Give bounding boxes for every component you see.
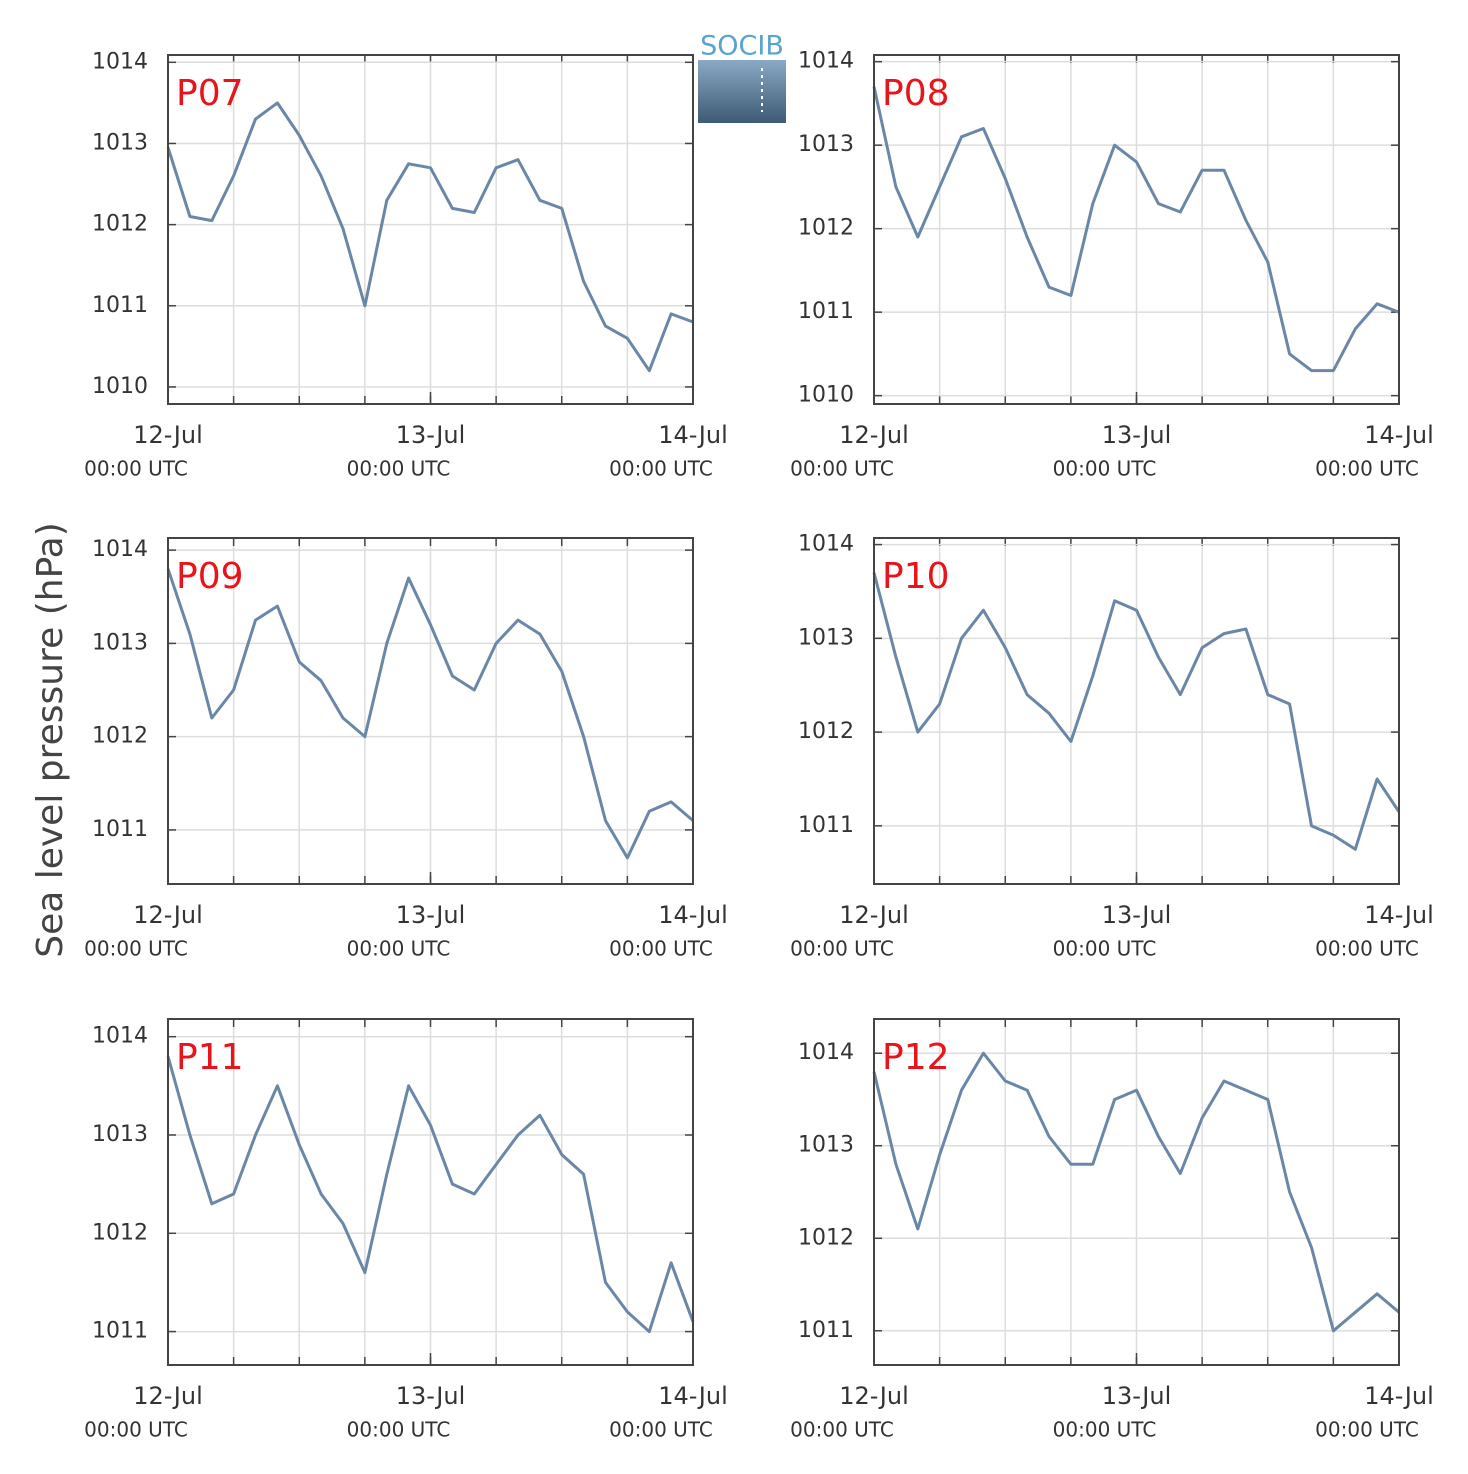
y-axis-label: Sea level pressure (hPa) [30, 522, 71, 958]
x-tick-time: 00:00 UTC [609, 1418, 713, 1442]
series-line [872, 1051, 1400, 1333]
y-tick-label: 1012 [798, 1225, 854, 1250]
y-tick-label: 1011 [798, 1318, 854, 1343]
y-tick-label: 1012 [798, 719, 854, 744]
panel: 1011 1012 1013 1014 12-Jul 00:00 UTC 13-Jul 00:… [790, 1018, 1434, 1442]
y-tick-label: 1013 [798, 1133, 854, 1158]
y-tick-label: 1013 [92, 130, 148, 155]
x-tick-time: 00:00 UTC [790, 457, 894, 481]
x-tick-time: 00:00 UTC [84, 457, 188, 481]
y-tick-label: 1012 [798, 216, 854, 241]
y-tick-label: 1013 [92, 630, 148, 655]
x-tick-label: 13-Jul [396, 901, 466, 929]
x-tick-time: 00:00 UTC [1053, 937, 1157, 961]
y-tick-label: 1011 [798, 813, 854, 838]
x-tick-label: 13-Jul [1102, 421, 1172, 449]
x-tick-label: 14-Jul [658, 901, 728, 929]
x-tick-time: 00:00 UTC [609, 937, 713, 961]
y-tick-label: 1014 [92, 49, 148, 74]
panel: 1011 1012 1013 1014 12-Jul 00:00 UTC 13-Jul 00:… [84, 1018, 728, 1442]
y-tick-label: 1013 [798, 625, 854, 650]
x-tick-time: 00:00 UTC [84, 1418, 188, 1442]
y-tick-label: 1012 [92, 1220, 148, 1245]
plot-frame [873, 537, 1400, 885]
x-tick-label: 13-Jul [1102, 1382, 1172, 1410]
x-tick-label: 12-Jul [133, 901, 203, 929]
panel-title: P11 [176, 1037, 244, 1078]
y-tick-label: 1014 [92, 537, 148, 562]
panel-title: P10 [882, 556, 950, 597]
x-tick-label: 13-Jul [396, 421, 466, 449]
plot-frame [167, 1018, 694, 1366]
plot-frame [167, 537, 694, 885]
x-tick-label: 12-Jul [133, 421, 203, 449]
y-tick-label: 1011 [798, 299, 854, 324]
x-tick-label: 12-Jul [133, 1382, 203, 1410]
y-tick-label: 1010 [798, 383, 854, 408]
y-tick-label: 1014 [798, 532, 854, 557]
plot-frame [167, 54, 694, 405]
y-tick-label: 1013 [798, 132, 854, 157]
panel-title: P12 [882, 1037, 950, 1078]
x-tick-label: 12-Jul [839, 1382, 909, 1410]
logo: SOCIB [698, 31, 786, 123]
y-tick-label: 1012 [92, 724, 148, 749]
x-tick-time: 00:00 UTC [790, 937, 894, 961]
x-tick-time: 00:00 UTC [347, 937, 451, 961]
y-tick-label: 1014 [798, 1040, 854, 1065]
panel-title: P07 [176, 73, 244, 114]
series-line [166, 101, 694, 373]
logo-graphic [698, 60, 786, 123]
x-tick-label: 14-Jul [658, 1382, 728, 1410]
x-tick-label: 12-Jul [839, 901, 909, 929]
x-tick-label: 14-Jul [1364, 901, 1434, 929]
x-tick-label: 12-Jul [839, 421, 909, 449]
y-tick-label: 1014 [798, 49, 854, 74]
series-line [166, 568, 694, 860]
panel: 1010 1011 1012 1013 1014 12-Jul 00:00 UTC 13-Ju… [790, 49, 1434, 481]
x-tick-time: 00:00 UTC [1315, 457, 1419, 481]
x-tick-time: 00:00 UTC [347, 1418, 451, 1442]
y-tick-label: 1012 [92, 212, 148, 237]
series-line [872, 572, 1401, 851]
plot-frame [873, 54, 1400, 405]
x-tick-label: 13-Jul [396, 1382, 466, 1410]
x-tick-time: 00:00 UTC [1053, 457, 1157, 481]
x-tick-time: 00:00 UTC [609, 457, 713, 481]
panel-title: P08 [882, 73, 950, 114]
panel: 1011 1012 1013 1014 12-Jul 00:00 UTC 13-Jul 00:… [84, 537, 728, 961]
x-tick-time: 00:00 UTC [347, 457, 451, 481]
x-tick-time: 00:00 UTC [84, 937, 188, 961]
series-line [872, 86, 1400, 373]
y-tick-label: 1014 [92, 1024, 148, 1049]
x-tick-time: 00:00 UTC [1315, 937, 1419, 961]
plot-frame [873, 1018, 1400, 1366]
x-tick-label: 13-Jul [1102, 901, 1172, 929]
panel-title: P09 [176, 556, 244, 597]
y-tick-label: 1011 [92, 817, 148, 842]
logo-text: SOCIB [700, 31, 784, 62]
y-tick-label: 1011 [92, 293, 148, 318]
x-tick-label: 14-Jul [1364, 421, 1434, 449]
x-tick-time: 00:00 UTC [1315, 1418, 1419, 1442]
x-tick-label: 14-Jul [658, 421, 728, 449]
y-tick-label: 1013 [92, 1122, 148, 1147]
y-tick-label: 1011 [92, 1319, 148, 1344]
x-tick-time: 00:00 UTC [1053, 1418, 1157, 1442]
panel: 1010 1011 1012 1013 1014 12-Jul 00:00 UTC 13-Ju… [84, 49, 728, 480]
panel: 1011 1012 1013 1014 12-Jul 00:00 UTC 13-Jul 00:… [790, 532, 1434, 961]
x-tick-time: 00:00 UTC [790, 1418, 894, 1442]
x-tick-label: 14-Jul [1364, 1382, 1434, 1410]
series-line [166, 1055, 695, 1334]
y-tick-label: 1010 [92, 374, 148, 399]
